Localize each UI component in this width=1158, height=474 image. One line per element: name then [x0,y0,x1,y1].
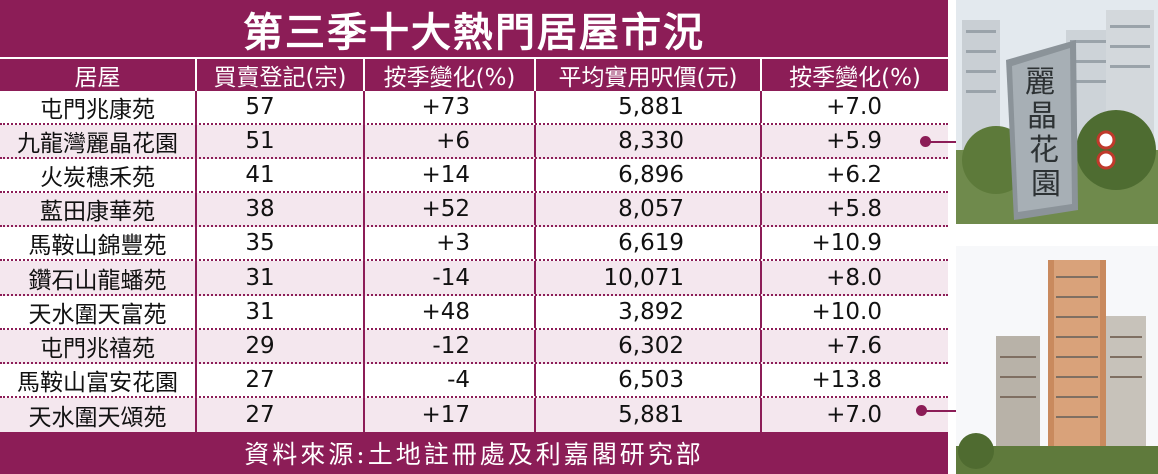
avg-price-value: 6,503 [536,363,762,396]
reg-change-value: +3 [365,227,536,260]
table-title: 第三季十大熱門居屋市況 [243,9,705,56]
source-note: 資料來源:土地註冊處及利嘉閣研究部 [244,440,704,469]
price-change-value: +5.8 [826,196,882,223]
registrations-value: 57 [197,91,365,124]
table-row: 馬鞍山富安花園 27 -4 6,503 +13.8 [0,363,948,398]
table-row: 天水圍天頌苑 27 +17 5,881 +7.0 [0,397,948,432]
market-table: 第三季十大熱門居屋市況 居屋 買賣登記(宗) 按季變化(%) 平均實用呎價(元)… [0,0,948,474]
reg-change-value: +48 [365,295,536,328]
header-avg-price: 平均實用呎價(元) [536,59,762,91]
estate-photo-bottom [956,246,1158,474]
table-row: 天水圍天富苑 31 +48 3,892 +10.0 [0,295,948,330]
reg-change-value: -12 [365,329,536,362]
connector-line-top [928,141,956,143]
svg-text:園: 園 [1031,167,1061,202]
estate-name: 九龍灣麗晶花園 [0,125,197,158]
price-change-value: +13.8 [811,366,882,393]
reg-change-value: +14 [365,159,536,192]
header-estate: 居屋 [0,59,197,91]
svg-text:晶: 晶 [1027,99,1057,134]
avg-price-value: 5,881 [536,91,762,124]
connector-dot-top [920,136,931,147]
price-change-value: +6.2 [826,162,882,189]
reg-change-value: +73 [365,91,536,124]
header-price-change: 按季變化(%) [789,65,921,91]
estate-name: 屯門兆康苑 [0,91,197,124]
estate-name: 天水圍天富苑 [0,295,197,328]
price-change-value: +10.0 [811,298,882,325]
estate-photo-top: 麗 晶 花 園 [956,0,1158,224]
connector-dot-bottom [916,405,927,416]
header-row: 居屋 買賣登記(宗) 按季變化(%) 平均實用呎價(元) 按季變化(%) [0,57,948,91]
estate-name: 屯門兆禧苑 [0,329,197,362]
table-row: 馬鞍山錦豐苑 35 +3 6,619 +10.9 [0,227,948,262]
price-change-value: +5.9 [826,128,882,155]
registrations-value: 41 [197,159,365,192]
header-registrations: 買賣登記(宗) [197,59,365,91]
registrations-value: 31 [197,261,365,294]
price-change-value: +10.9 [811,230,882,257]
registrations-value: 51 [197,125,365,158]
avg-price-value: 6,896 [536,159,762,192]
connector-line-bottom [924,410,956,412]
avg-price-value: 5,881 [536,397,762,432]
avg-price-value: 3,892 [536,295,762,328]
avg-price-value: 8,057 [536,193,762,226]
svg-text:花: 花 [1029,133,1059,168]
avg-price-value: 6,302 [536,329,762,362]
estate-name: 藍田康華苑 [0,193,197,226]
svg-text:麗: 麗 [1025,65,1055,100]
estate-name: 火炭穗禾苑 [0,159,197,192]
estate-photo-bottom-image [956,246,1158,474]
reg-change-value: +17 [365,397,536,432]
estate-name: 馬鞍山富安花園 [0,363,197,396]
estate-name: 鑽石山龍蟠苑 [0,261,197,294]
reg-change-value: -14 [365,261,536,294]
registrations-value: 27 [197,397,365,432]
registrations-value: 29 [197,329,365,362]
title-bar: 第三季十大熱門居屋市況 [0,0,948,57]
footer-bar: 資料來源:土地註冊處及利嘉閣研究部 [0,432,948,474]
price-change-value: +7.0 [826,94,882,121]
registrations-value: 35 [197,227,365,260]
reg-change-value: -4 [365,363,536,396]
price-change-value: +7.6 [826,332,882,359]
table-row: 鑽石山龍蟠苑 31 -14 10,071 +8.0 [0,261,948,296]
table-row: 屯門兆康苑 57 +73 5,881 +7.0 [0,91,948,126]
avg-price-value: 8,330 [536,125,762,158]
price-change-value: +8.0 [826,264,882,291]
reg-change-value: +52 [365,193,536,226]
registrations-value: 27 [197,363,365,396]
table-row: 藍田康華苑 38 +52 8,057 +5.8 [0,193,948,228]
avg-price-value: 6,619 [536,227,762,260]
registrations-value: 31 [197,295,365,328]
reg-change-value: +6 [365,125,536,158]
table-row: 九龍灣麗晶花園 51 +6 8,330 +5.9 [0,125,948,160]
registrations-value: 38 [197,193,365,226]
table-row: 屯門兆禧苑 29 -12 6,302 +7.6 [0,329,948,364]
estate-photo-top-image: 麗 晶 花 園 [956,0,1158,224]
table-row: 火炭穗禾苑 41 +14 6,896 +6.2 [0,159,948,194]
header-reg-change: 按季變化(%) [365,59,536,91]
table-body: 屯門兆康苑 57 +73 5,881 +7.0 九龍灣麗晶花園 51 +6 8,330 +5.9 火… [0,91,948,432]
price-change-value: +7.0 [826,401,882,428]
estate-name: 馬鞍山錦豐苑 [0,227,197,260]
avg-price-value: 10,071 [536,261,762,294]
estate-name: 天水圍天頌苑 [0,397,197,432]
